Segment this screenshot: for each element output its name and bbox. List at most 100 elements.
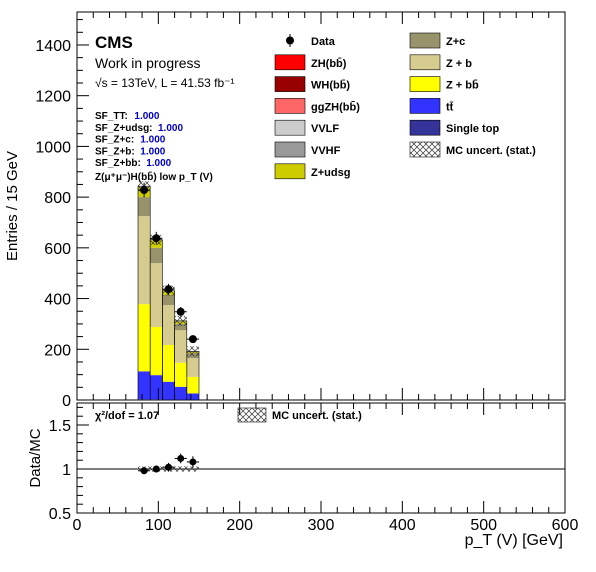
main-stacked-bars (137, 181, 200, 401)
ratio-point-0 (140, 467, 148, 475)
ratio-y-tick-label: 0.5 (49, 506, 71, 523)
legend-swatch (274, 54, 306, 71)
sf-value: 1.000 (146, 158, 171, 169)
data-point-4 (188, 335, 197, 344)
legend-swatch (409, 119, 441, 136)
bar-z-bb--3 (174, 362, 187, 387)
bar-z-bb--0 (138, 304, 151, 372)
y-tick-label: 1000 (35, 139, 71, 156)
work-in-progress-label: Work in progress (95, 55, 201, 71)
legend-hatch-icon (409, 141, 441, 158)
region-label: Z(μ⁺μ⁻)H(bb̄) low p_T (V) (95, 171, 213, 183)
y-tick-label: 1200 (35, 89, 71, 106)
bar-tt--2 (162, 381, 175, 400)
bar-z-bb--4 (186, 376, 199, 394)
legend-label: tt̄ (446, 101, 454, 113)
bar-single-top-0 (138, 399, 151, 400)
bar-z-b-4 (186, 358, 199, 377)
ratio-point-3 (177, 454, 185, 462)
data-point-0 (140, 186, 149, 195)
bar-z-c-3 (174, 323, 187, 331)
bar-tt--4 (186, 393, 199, 400)
legend-swatch (409, 54, 441, 71)
bar-z-b-0 (138, 216, 151, 305)
bar-tt--0 (138, 371, 151, 400)
bar-z-b-2 (162, 305, 175, 345)
bar-single-top-1 (150, 399, 163, 400)
ratio-y-axis-label: Data/MC (27, 428, 44, 487)
bar-tt--1 (150, 375, 163, 400)
bar-z-c-1 (150, 247, 163, 264)
legend-label: MC uncert. (stat.) (446, 145, 536, 157)
y-tick-label: 1400 (35, 38, 71, 55)
ratio-y-axis: 0.5 1 1.5 (49, 406, 89, 523)
ratio-point-2 (165, 463, 172, 471)
y-axis-label: Entries / 15 GeV (4, 151, 21, 261)
legend-label: VVHF (311, 145, 341, 157)
main-data-points (138, 182, 199, 344)
data-point-1 (152, 234, 161, 243)
ratio-legend-label: MC uncert. (stat.) (272, 410, 362, 422)
legend-swatch (274, 119, 306, 136)
x-tick-label: 100 (145, 517, 172, 534)
ratio-y-tick-label: 1 (62, 462, 71, 479)
legend-label: Z+c (446, 36, 465, 48)
sf-value: 1.000 (140, 146, 165, 157)
chi2-label: χ²/dof = 1.07 (95, 410, 159, 422)
sf-value: 1.000 (140, 135, 165, 146)
y-tick-label: 200 (44, 342, 71, 359)
main-x-axis-ticks (76, 12, 566, 400)
data-point-2 (164, 285, 173, 294)
ratio-data-points (77, 453, 565, 475)
sf-name: SF_Z+c: (95, 135, 134, 146)
y-tick-label: 400 (44, 292, 71, 309)
sf-value: 1.000 (158, 123, 183, 134)
ratio-uncert-band-3 (174, 466, 187, 472)
legend-swatch (274, 141, 306, 158)
legend-swatch (274, 76, 306, 92)
legend: Data ZH(bb̄) WH(bb̄) ggZH(bb̄) VVLF VVHF Z+uds… (274, 32, 536, 180)
bar-z-c-2 (162, 295, 175, 306)
cms-label: CMS (95, 33, 133, 52)
ratio-y-tick-label: 1.5 (49, 418, 71, 435)
bar-tt--3 (174, 386, 187, 400)
main-y-axis: 0 200 400 600 800 1000 1200 1400 (35, 19, 89, 410)
ratio-point-1 (152, 465, 160, 473)
sf-value: 1.000 (134, 111, 159, 122)
bar-z-bb--1 (150, 326, 163, 376)
bar-z-bb--2 (162, 344, 175, 382)
x-tick-label: 400 (389, 517, 416, 534)
mc-uncert-band-3 (174, 315, 187, 326)
x-tick-label: 600 (552, 517, 579, 534)
x-axis: 0 100 200 300 400 500 600 (73, 403, 579, 534)
energy-lumi-label: √s = 13TeV, L = 41.53 fb⁻¹ (95, 76, 234, 90)
legend-label: ZH(bb̄) (311, 58, 347, 70)
legend-label: ggZH(bb̄) (311, 101, 360, 113)
legend-swatch (409, 32, 441, 49)
legend-label: VVLF (311, 123, 339, 135)
legend-label: Z+udsg (311, 167, 350, 179)
x-tick-label: 200 (226, 517, 253, 534)
ratio-uncert-band-4 (186, 466, 199, 472)
bar-z-b-3 (174, 330, 187, 363)
bar-z-b-1 (150, 263, 163, 327)
bar-z-c-0 (138, 197, 151, 217)
legend-label: Z + bb̄ (446, 79, 479, 91)
ratio-point-4 (189, 458, 197, 466)
legend-label: Single top (446, 123, 499, 135)
x-tick-label: 300 (308, 517, 335, 534)
sf-name: SF_TT: (95, 111, 128, 122)
legend-label: WH(bb̄) (311, 79, 350, 91)
x-axis-label: p_T (V) [GeV] (465, 532, 563, 549)
sf-name: SF_Z+bb: (95, 158, 141, 169)
legend-swatch (274, 163, 306, 180)
sf-name: SF_Z+b: (95, 146, 135, 157)
legend-swatch (274, 98, 306, 114)
legend-label: Z + b (446, 58, 472, 70)
data-point-3 (176, 307, 185, 316)
x-tick-label: 0 (73, 517, 82, 534)
ratio-legend-hatch-icon (237, 407, 267, 423)
legend-swatch (409, 98, 441, 114)
